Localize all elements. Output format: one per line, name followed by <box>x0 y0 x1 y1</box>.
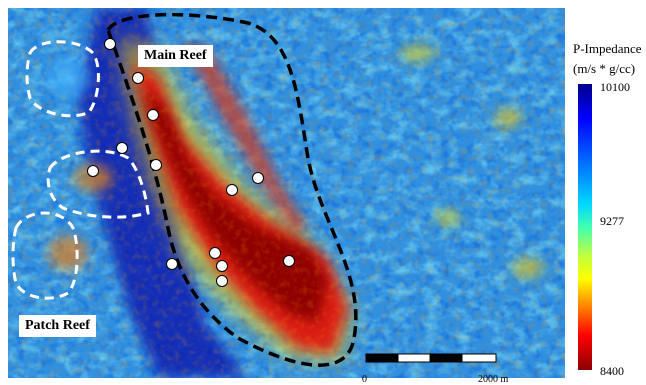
scale-start-label: 0 <box>362 374 367 385</box>
well-marker[interactable] <box>150 159 162 171</box>
well-marker[interactable] <box>132 72 144 84</box>
reef-ridge <box>183 43 308 233</box>
warm-spots <box>46 45 544 278</box>
well-marker[interactable] <box>166 258 178 270</box>
well-markers <box>87 38 295 287</box>
well-marker[interactable] <box>216 275 228 287</box>
scale-end-label: 2000 m <box>478 374 509 385</box>
main-reef-label: Main Reef <box>138 45 213 67</box>
reef-texture <box>8 8 565 378</box>
well-marker[interactable] <box>216 260 228 272</box>
patch-reef-outline-1 <box>25 40 100 118</box>
patch-reef-outline-3 <box>11 211 79 300</box>
well-marker[interactable] <box>116 142 128 154</box>
colorbar-max-label: 10100 <box>600 80 630 94</box>
well-marker[interactable] <box>87 165 99 177</box>
colorbar-mid-label: 9277 <box>600 214 624 228</box>
well-marker[interactable] <box>104 38 116 50</box>
well-marker[interactable] <box>283 255 295 267</box>
well-marker[interactable] <box>252 172 264 184</box>
scale-bar <box>365 353 497 363</box>
main-reef-outline <box>106 12 358 367</box>
colorbar <box>578 84 592 370</box>
legend-title-line2: (m/s * g/cc) <box>573 61 636 76</box>
patch-reef-label: Patch Reef <box>19 315 96 337</box>
patch-reef-outline-2 <box>46 149 150 219</box>
impedance-map[interactable]: Main Reef Patch Reef <box>8 8 565 378</box>
colorbar-min-label: 8400 <box>600 364 624 378</box>
well-marker[interactable] <box>147 109 159 121</box>
well-marker[interactable] <box>226 184 238 196</box>
legend-title-line1: P-Impedance <box>573 41 642 56</box>
legend-title: P-Impedance (m/s * g/cc) <box>573 39 642 79</box>
well-marker[interactable] <box>209 247 221 259</box>
